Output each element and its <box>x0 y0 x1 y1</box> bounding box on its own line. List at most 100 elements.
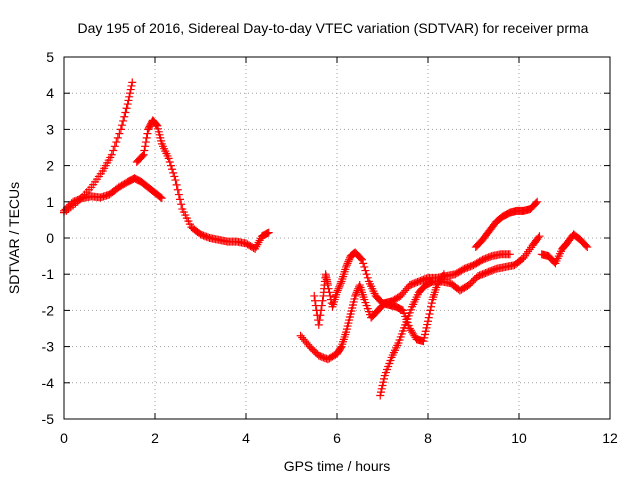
data-point <box>342 261 351 270</box>
data-point <box>112 138 121 147</box>
data-point <box>113 133 122 142</box>
data-point <box>125 92 134 101</box>
axis-ticks <box>63 56 611 420</box>
data-point <box>166 161 175 170</box>
y-tick-label: 3 <box>46 121 54 137</box>
data-point <box>315 316 324 325</box>
data-point <box>264 228 273 237</box>
data-point <box>582 241 591 250</box>
x-tick-label: 12 <box>602 430 618 446</box>
data-point <box>439 270 448 279</box>
data-point <box>358 255 367 264</box>
data-point <box>426 306 435 315</box>
grid <box>64 57 610 419</box>
data-point <box>360 262 369 271</box>
data-point <box>336 279 345 288</box>
x-tick-label: 0 <box>60 430 68 446</box>
data-point <box>174 190 183 199</box>
data-point <box>122 104 131 113</box>
data-point <box>152 120 161 129</box>
data-point <box>115 129 124 138</box>
data-point <box>379 378 388 387</box>
data-point <box>420 333 429 342</box>
data-point <box>345 255 354 264</box>
chart-title: Day 195 of 2016, Sidereal Day-to-day VTE… <box>78 20 589 36</box>
data-point <box>172 180 181 189</box>
data-point <box>317 301 326 310</box>
data-point <box>363 273 372 282</box>
data-point <box>425 310 434 319</box>
series-arc-5 <box>376 232 544 400</box>
data-point <box>170 172 179 181</box>
data-point <box>356 254 365 263</box>
y-tick-label: -1 <box>42 266 55 282</box>
data-point <box>143 129 152 138</box>
data-point <box>343 259 352 268</box>
data-point <box>316 311 325 320</box>
data-point <box>156 193 165 202</box>
data-point <box>535 232 544 241</box>
data-point <box>419 337 428 346</box>
data-point <box>361 266 370 275</box>
data-point <box>126 85 135 94</box>
data-point <box>427 302 436 311</box>
data-point <box>533 197 542 206</box>
data-point <box>376 388 385 397</box>
y-tick-label: 4 <box>46 85 54 101</box>
data-point <box>583 243 592 252</box>
y-axis-label: SDTVAR / TECUs <box>6 182 22 294</box>
data-point <box>140 146 149 155</box>
series-arc-6 <box>471 197 542 252</box>
data-point <box>427 299 436 308</box>
data-point <box>336 343 345 352</box>
x-tick-label: 10 <box>511 430 527 446</box>
data-point <box>168 165 177 174</box>
data-point <box>422 323 431 332</box>
x-axis-label: GPS time / hours <box>284 458 391 474</box>
data-point <box>263 229 272 238</box>
data-point <box>116 125 125 134</box>
series-arc-2 <box>132 116 273 253</box>
data-point <box>173 185 182 194</box>
series-arc-7 <box>537 230 592 268</box>
y-tick-label: 1 <box>46 194 54 210</box>
data-point <box>378 381 387 390</box>
data-point <box>424 313 433 322</box>
data-point <box>380 374 389 383</box>
data-point <box>534 233 543 242</box>
data-point <box>376 391 385 400</box>
data-point <box>127 81 136 90</box>
data-point <box>333 288 341 297</box>
data-point <box>351 291 360 300</box>
y-tick-label: -3 <box>42 339 55 355</box>
data-point <box>176 195 185 204</box>
data-point <box>141 142 150 151</box>
y-tick-label: -2 <box>42 302 55 318</box>
series-arc-1b <box>60 174 166 215</box>
data-point <box>334 284 343 293</box>
y-tick-label: 2 <box>46 158 54 174</box>
data-point <box>157 194 166 203</box>
data-point <box>164 154 173 163</box>
data-point <box>121 108 130 117</box>
data-point <box>110 142 119 151</box>
data-point <box>336 281 345 290</box>
data-point <box>311 296 320 305</box>
series-arc-4 <box>310 248 448 346</box>
y-tick-label: 0 <box>46 230 54 246</box>
data-point <box>326 291 335 300</box>
data-point <box>107 150 116 159</box>
data-point <box>138 151 147 160</box>
data-point <box>344 257 353 266</box>
data-point <box>142 133 151 142</box>
data-point <box>323 281 332 290</box>
data-point <box>324 284 333 293</box>
data-point <box>139 150 148 159</box>
data-point <box>124 96 133 105</box>
data-point <box>314 320 323 329</box>
data-point <box>120 112 129 121</box>
data-point <box>505 250 514 259</box>
